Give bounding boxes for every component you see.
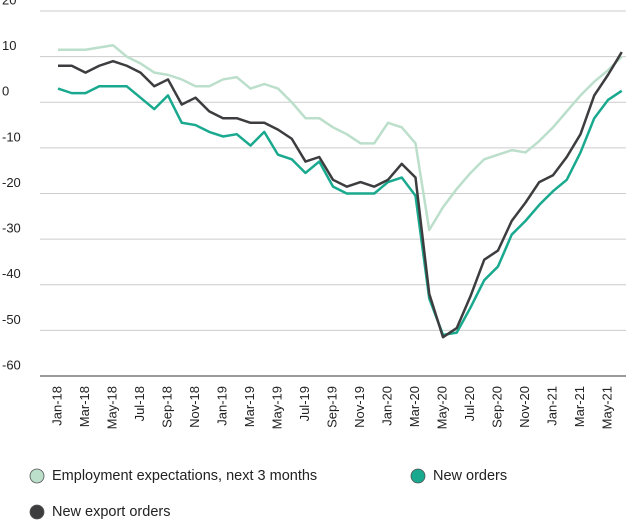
x-tick-label: Nov-19	[352, 386, 367, 428]
series-line	[57, 85, 623, 337]
x-tick-label: Jan-21	[544, 386, 559, 426]
x-tick-label: Sep-18	[159, 386, 174, 428]
y-tick-label: -10	[2, 129, 21, 144]
y-tick-label: -60	[2, 357, 21, 372]
legend-marker	[410, 468, 426, 484]
legend-label: New export orders	[52, 504, 170, 520]
y-tick-label: 10	[2, 38, 16, 53]
x-tick-label: Nov-20	[517, 386, 532, 428]
y-tick-label: -30	[2, 221, 21, 236]
x-tick-label: Nov-18	[187, 386, 202, 428]
x-tick-label: Jan-20	[379, 386, 394, 426]
y-tick-label: -40	[2, 266, 21, 281]
x-tick-label: May-20	[434, 386, 449, 429]
x-tick-label: Jan-19	[214, 386, 229, 426]
legend-label: New orders	[433, 468, 507, 484]
x-tick-label: Mar-20	[407, 386, 422, 427]
x-tick-label: Jul-19	[297, 386, 312, 421]
x-tick-label: Mar-19	[242, 386, 257, 427]
y-tick-label: -50	[2, 312, 21, 327]
x-tick-label: Jul-20	[462, 386, 477, 421]
x-tick-label: Jul-18	[132, 386, 147, 421]
legend-marker	[29, 504, 45, 520]
x-tick-label: Mar-18	[77, 386, 92, 427]
y-tick-label: 20	[2, 0, 16, 7]
series-line	[58, 43, 623, 232]
x-tick-label: May-21	[599, 386, 614, 429]
x-tick-label: Sep-20	[489, 386, 504, 428]
legend-marker	[29, 468, 45, 484]
x-tick-label: Sep-19	[324, 386, 339, 428]
x-tick-label: Jan-18	[49, 386, 64, 426]
legend-label: Employment expectations, next 3 months	[52, 468, 317, 484]
x-tick-label: Mar-21	[572, 386, 587, 427]
y-tick-label: 0	[2, 84, 9, 99]
x-tick-label: May-19	[269, 386, 284, 429]
series-line	[58, 51, 623, 339]
y-tick-label: -20	[2, 175, 21, 190]
x-tick-label: May-18	[104, 386, 119, 429]
